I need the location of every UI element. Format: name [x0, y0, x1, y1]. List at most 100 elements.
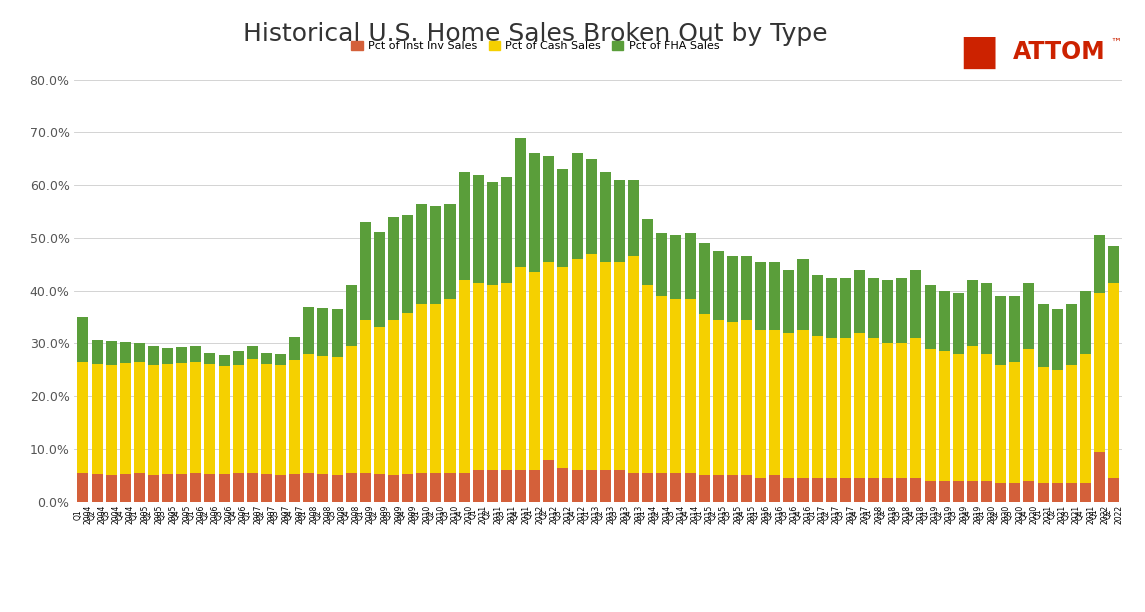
Bar: [571, 154, 583, 259]
Bar: [303, 473, 315, 502]
Bar: [685, 233, 695, 299]
Bar: [1093, 452, 1105, 502]
Bar: [374, 327, 385, 474]
Bar: [444, 204, 456, 299]
Bar: [346, 473, 357, 502]
Bar: [558, 267, 568, 468]
Bar: [756, 330, 766, 478]
Bar: [275, 365, 286, 476]
Bar: [1051, 309, 1063, 370]
Bar: [713, 319, 724, 476]
Bar: [402, 474, 413, 502]
Bar: [939, 291, 949, 351]
Bar: [105, 365, 117, 476]
Bar: [839, 277, 851, 338]
Bar: [769, 476, 780, 502]
Bar: [854, 269, 864, 333]
Bar: [374, 231, 385, 327]
Bar: [629, 180, 639, 256]
Bar: [826, 338, 837, 478]
Bar: [219, 355, 230, 365]
Bar: [1066, 365, 1076, 483]
Bar: [939, 351, 949, 481]
Bar: [783, 333, 795, 478]
Bar: [92, 340, 103, 364]
Bar: [487, 182, 498, 285]
Bar: [303, 307, 315, 354]
Bar: [783, 478, 795, 502]
Bar: [698, 315, 710, 476]
Bar: [148, 365, 159, 476]
Bar: [812, 335, 822, 478]
Bar: [290, 474, 300, 502]
Bar: [120, 474, 131, 502]
Bar: [756, 262, 766, 330]
Bar: [360, 222, 371, 319]
Bar: [529, 470, 540, 502]
Bar: [232, 365, 244, 473]
Bar: [459, 172, 469, 280]
Bar: [78, 317, 88, 362]
Bar: [417, 304, 427, 473]
Bar: [1108, 283, 1119, 478]
Bar: [402, 215, 413, 313]
Bar: [600, 172, 610, 262]
Bar: [388, 217, 400, 319]
Bar: [1051, 370, 1063, 483]
Bar: [741, 476, 752, 502]
Bar: [205, 364, 215, 474]
Bar: [444, 299, 456, 473]
Bar: [275, 476, 286, 502]
Bar: [558, 170, 568, 267]
Bar: [1024, 481, 1034, 502]
Bar: [797, 478, 808, 502]
Bar: [629, 256, 639, 473]
Bar: [797, 259, 808, 330]
Bar: [473, 470, 483, 502]
Bar: [966, 346, 978, 481]
Bar: [671, 473, 681, 502]
Bar: [1037, 483, 1049, 502]
Bar: [571, 259, 583, 470]
Bar: [656, 473, 668, 502]
Bar: [826, 277, 837, 338]
Bar: [515, 470, 526, 502]
Bar: [247, 346, 258, 359]
Bar: [473, 283, 483, 470]
Bar: [402, 313, 413, 474]
Bar: [190, 473, 202, 502]
Bar: [205, 474, 215, 502]
Bar: [303, 354, 315, 473]
Bar: [346, 285, 357, 346]
Bar: [78, 473, 88, 502]
Bar: [953, 481, 964, 502]
Bar: [910, 269, 922, 338]
Bar: [953, 293, 964, 354]
Bar: [868, 338, 879, 478]
Bar: [120, 342, 131, 363]
Bar: [190, 346, 202, 362]
Bar: [939, 481, 949, 502]
Bar: [642, 473, 653, 502]
Bar: [897, 343, 907, 478]
Bar: [981, 354, 992, 481]
Bar: [163, 348, 173, 364]
Bar: [826, 478, 837, 502]
Bar: [261, 353, 273, 364]
Bar: [586, 159, 597, 254]
Bar: [571, 470, 583, 502]
Bar: [163, 474, 173, 502]
Bar: [176, 474, 188, 502]
Bar: [1037, 304, 1049, 367]
Bar: [261, 474, 273, 502]
Bar: [812, 275, 822, 335]
Bar: [1080, 291, 1091, 354]
Bar: [232, 351, 244, 365]
Bar: [868, 478, 879, 502]
Bar: [417, 204, 427, 304]
Bar: [529, 272, 540, 470]
Bar: [544, 460, 554, 502]
Bar: [346, 346, 357, 473]
Bar: [812, 478, 822, 502]
Bar: [1108, 478, 1119, 502]
